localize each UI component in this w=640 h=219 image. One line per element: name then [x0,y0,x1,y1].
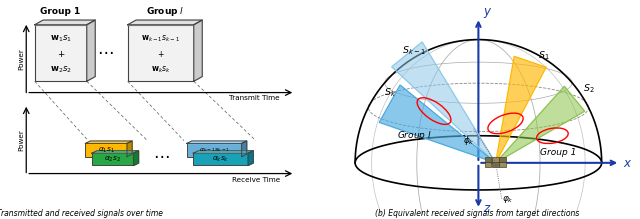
Text: $\cdots$: $\cdots$ [97,42,113,60]
Text: $\phi_k$: $\phi_k$ [463,134,474,147]
Text: $S_1$: $S_1$ [538,49,549,62]
Polygon shape [127,141,132,157]
Polygon shape [495,56,546,163]
Text: (a) Transmitted and received signals over time: (a) Transmitted and received signals ove… [0,209,163,218]
Polygon shape [392,42,495,163]
Polygon shape [495,86,585,163]
Bar [499,157,506,162]
Bar [499,162,506,167]
Text: $+$: $+$ [157,49,164,59]
Bar [127,25,194,81]
Polygon shape [193,151,253,153]
Text: Receive Time: Receive Time [232,177,280,183]
Bar [35,25,87,81]
Bar [193,153,248,166]
Text: $\alpha_{k-1}s_{k-1}$: $\alpha_{k-1}s_{k-1}$ [198,146,230,154]
Polygon shape [85,141,132,143]
Polygon shape [134,151,139,166]
Text: $\mathbf{w}_2 s_2$: $\mathbf{w}_2 s_2$ [50,64,72,75]
Text: $y$: $y$ [483,6,493,20]
Text: $\alpha_k s_k$: $\alpha_k s_k$ [212,155,229,164]
Polygon shape [194,20,202,81]
Bar [484,162,492,167]
Text: Group 1: Group 1 [40,7,80,16]
Polygon shape [87,20,95,81]
Polygon shape [187,141,247,143]
Bar [92,153,134,166]
Polygon shape [35,20,95,25]
Bar [492,157,499,162]
Text: Power: Power [19,48,24,70]
Bar [187,143,242,157]
Polygon shape [92,151,139,153]
Text: Power: Power [19,129,24,151]
Text: (b) Equivalent received signals from target directions: (b) Equivalent received signals from tar… [374,209,579,218]
Text: Group $l$: Group $l$ [397,129,432,142]
Text: Group 1: Group 1 [540,148,577,157]
Text: $\alpha_1 s_1$: $\alpha_1 s_1$ [98,145,115,155]
Text: Group $l$: Group $l$ [147,5,185,18]
Text: Transmit Time: Transmit Time [229,95,280,101]
Text: $\alpha_2 s_2$: $\alpha_2 s_2$ [104,155,121,164]
Bar [85,143,127,157]
Text: $x$: $x$ [623,157,632,170]
Bar [484,157,492,162]
Polygon shape [380,85,495,163]
Text: $\cdots$: $\cdots$ [153,146,170,164]
Text: $\mathbf{w}_k s_k$: $\mathbf{w}_k s_k$ [151,64,171,75]
Polygon shape [127,20,202,25]
Polygon shape [248,151,253,166]
Text: $S_2$: $S_2$ [583,83,595,95]
Text: $+$: $+$ [56,49,65,59]
Text: $S_k$: $S_k$ [383,86,396,99]
Text: $\varphi_k$: $\varphi_k$ [502,194,514,205]
Polygon shape [242,141,247,157]
Text: $z$: $z$ [483,202,492,215]
Text: $\mathbf{w}_{k-1}s_{k-1}$: $\mathbf{w}_{k-1}s_{k-1}$ [141,34,180,44]
Text: $S_{k-1}$: $S_{k-1}$ [403,44,426,57]
Text: $\mathbf{w}_1 s_1$: $\mathbf{w}_1 s_1$ [50,34,72,44]
Bar [492,162,499,167]
